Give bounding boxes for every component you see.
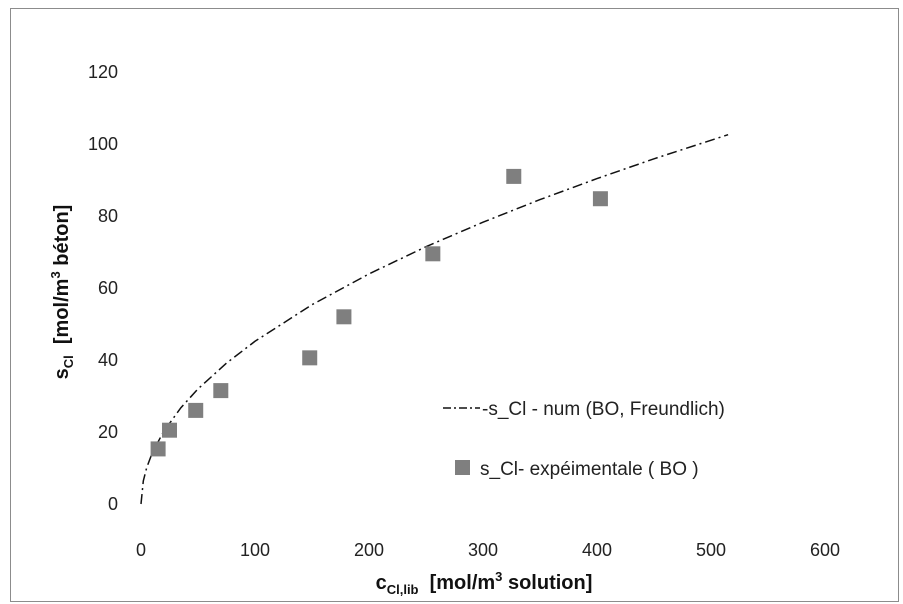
x-tick-label: 0 bbox=[136, 540, 146, 560]
data-point bbox=[425, 246, 441, 262]
data-point bbox=[336, 309, 352, 325]
x-tick-label: 600 bbox=[810, 540, 840, 560]
data-point bbox=[150, 441, 166, 457]
chart-frame bbox=[10, 8, 899, 602]
x-tick-label: 500 bbox=[696, 540, 726, 560]
x-tick-label: 300 bbox=[468, 540, 498, 560]
y-tick-label: 40 bbox=[98, 350, 118, 370]
legend: -s_Cl - num (BO, Freundlich) s_Cl- expéi… bbox=[443, 399, 725, 480]
y-tick-label: 0 bbox=[108, 494, 118, 514]
x-tick-label: 200 bbox=[354, 540, 384, 560]
legend-label-num: -s_Cl - num (BO, Freundlich) bbox=[482, 399, 725, 420]
x-tick-label: 400 bbox=[582, 540, 612, 560]
x-axis-ticks: 0 100 200 300 400 500 600 bbox=[136, 540, 840, 560]
x-axis-label: cCl,lib [mol/m3 solution] bbox=[376, 569, 593, 597]
x-tick-label: 100 bbox=[240, 540, 270, 560]
y-tick-label: 100 bbox=[88, 134, 118, 154]
y-axis-ticks: 0 20 40 60 80 100 120 bbox=[88, 62, 118, 514]
series-num-curve bbox=[140, 133, 729, 505]
y-tick-label: 120 bbox=[88, 62, 118, 82]
data-point bbox=[162, 422, 177, 438]
data-point bbox=[592, 191, 608, 207]
y-tick-label: 60 bbox=[98, 278, 118, 298]
series-experimental-points bbox=[150, 168, 608, 457]
data-point bbox=[302, 350, 318, 366]
y-tick-label: 20 bbox=[98, 422, 118, 442]
legend-marker-square bbox=[455, 460, 470, 475]
legend-label-exp: s_Cl- expéimentale ( BO ) bbox=[480, 459, 699, 480]
y-axis-label: sCl [mol/m3 béton] bbox=[48, 205, 76, 380]
data-point bbox=[213, 383, 229, 399]
data-point bbox=[506, 168, 522, 184]
data-point bbox=[188, 402, 204, 418]
y-tick-label: 80 bbox=[98, 206, 118, 226]
